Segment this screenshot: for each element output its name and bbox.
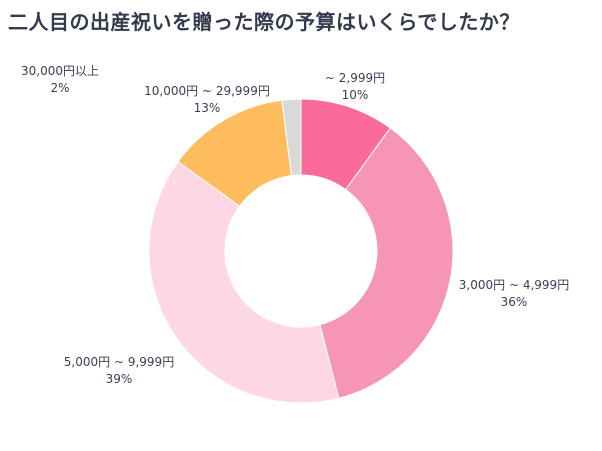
slice-percent: 36% [500,295,528,309]
slice-label-30000-plus: 30,000円以上 2% [21,63,99,97]
slice-category: 30,000円以上 [21,64,99,78]
slice-percent: 10% [341,88,369,102]
slice-category: 3,000円 ~ 4,999円 [458,278,570,292]
slice-category: ~ 2,999円 [324,71,386,85]
slice-category: 5,000円 ~ 9,999円 [63,355,175,369]
slice-label-3000-4999: 3,000円 ~ 4,999円 36% [459,277,569,311]
slice-label-5000-9999: 5,000円 ~ 9,999円 39% [64,354,174,388]
slice-5000-9999 [148,160,340,404]
slice-3000-4999 [319,127,454,399]
chart-title: 二人目の出産祝いを贈った際の予算はいくらでしたか？ [8,10,520,34]
slice-label-under-3000: ~ 2,999円 10% [325,70,385,104]
slice-30000-plus [281,98,302,177]
slice-percent: 39% [105,372,133,386]
slice-label-10000-29999: 10,000円 ~ 29,999円 13% [144,83,270,117]
slice-percent: 2% [50,81,70,95]
slice-category: 10,000円 ~ 29,999円 [144,84,270,98]
slice-percent: 13% [193,101,221,115]
